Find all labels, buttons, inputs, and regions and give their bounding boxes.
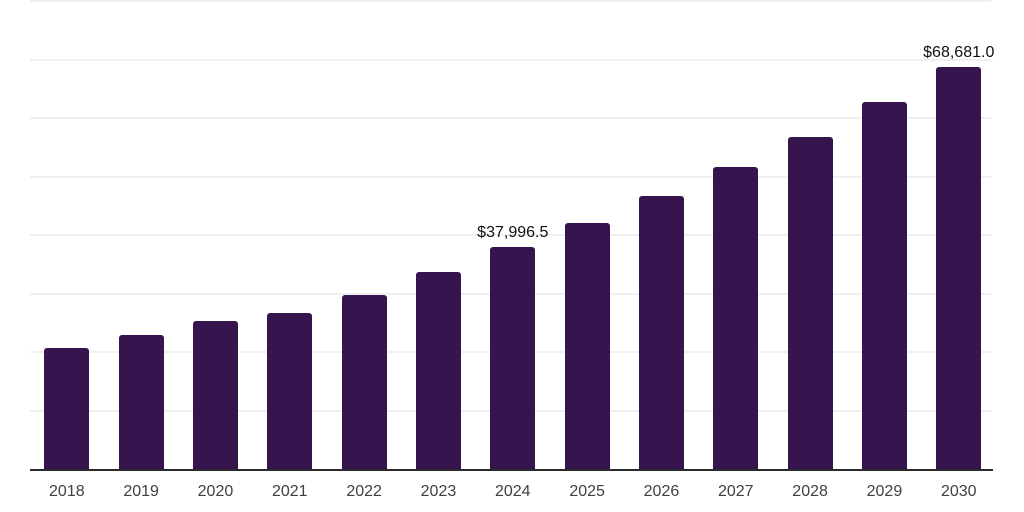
- x-tick-2021: 2021: [271, 483, 308, 500]
- plot-area: $37,996.5 $68,681.0: [30, 0, 994, 469]
- bar-2025: [564, 222, 610, 469]
- x-tick-2027: 2027: [717, 483, 754, 500]
- gridline-70000: [30, 58, 991, 61]
- x-tick-2025: 2025: [569, 483, 605, 500]
- x-tick-2020: 2020: [197, 483, 234, 500]
- bar-2026: [638, 195, 684, 469]
- bar-2027: [713, 166, 759, 469]
- x-tick-2028: 2028: [792, 483, 828, 500]
- bar-2022: [341, 294, 387, 469]
- bar-2021: [267, 312, 313, 469]
- x-axis-labels: 2018 2019 2020 2021 2022 2023 2024 2025 2026 2027…: [30, 483, 991, 503]
- bar-2030: [936, 67, 982, 469]
- bar-2020: [192, 320, 238, 469]
- x-tick-2018: 2018: [49, 483, 85, 500]
- data-label-2024: $37,996.5: [477, 223, 549, 241]
- bar-2023: [415, 271, 461, 469]
- bar-2029: [861, 102, 907, 469]
- bar-2028: [787, 136, 833, 469]
- x-tick-2030: 2030: [940, 483, 977, 500]
- bar-2019: [118, 334, 164, 469]
- bar-2018: [44, 347, 90, 469]
- gridline-50000: [30, 175, 991, 178]
- x-tick-2024: 2024: [494, 483, 531, 500]
- gridline-80000: [30, 0, 991, 2]
- gridline-40000: [30, 234, 991, 236]
- gridline-60000: [30, 117, 991, 119]
- x-tick-2019: 2019: [123, 483, 159, 500]
- bar-2024: [490, 246, 536, 469]
- x-axis-line: [30, 469, 993, 471]
- x-tick-2029: 2029: [866, 483, 903, 500]
- x-tick-2022: 2022: [346, 483, 382, 500]
- x-tick-2023: 2023: [420, 483, 457, 500]
- data-label-2030: $68,681.0: [923, 44, 995, 62]
- x-tick-2026: 2026: [643, 483, 680, 500]
